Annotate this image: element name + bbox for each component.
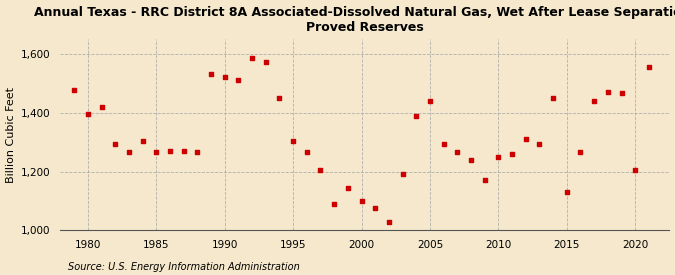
Point	[397, 172, 408, 177]
Text: Source: U.S. Energy Information Administration: Source: U.S. Energy Information Administ…	[68, 262, 299, 272]
Point	[206, 72, 217, 76]
Point	[82, 112, 93, 116]
Point	[643, 65, 654, 69]
Point	[438, 141, 449, 146]
Point	[452, 150, 463, 155]
Point	[315, 168, 326, 172]
Point	[329, 202, 340, 206]
Point	[603, 90, 614, 94]
Point	[466, 158, 477, 162]
Point	[96, 104, 107, 109]
Point	[110, 141, 121, 146]
Point	[137, 138, 148, 143]
Point	[261, 60, 271, 65]
Point	[589, 98, 599, 103]
Point	[616, 91, 627, 96]
Point	[630, 168, 641, 172]
Point	[562, 190, 572, 194]
Point	[411, 113, 422, 118]
Point	[534, 141, 545, 146]
Point	[425, 98, 435, 103]
Point	[219, 75, 230, 79]
Point	[151, 150, 161, 155]
Point	[370, 206, 381, 211]
Y-axis label: Billion Cubic Feet: Billion Cubic Feet	[5, 87, 16, 183]
Point	[493, 155, 504, 159]
Point	[547, 96, 558, 100]
Point	[288, 138, 298, 143]
Point	[507, 152, 518, 156]
Point	[575, 150, 586, 155]
Point	[246, 56, 257, 60]
Point	[356, 199, 367, 203]
Point	[124, 150, 134, 155]
Point	[165, 149, 176, 153]
Point	[520, 137, 531, 141]
Point	[192, 150, 202, 155]
Point	[342, 186, 353, 190]
Title: Annual Texas - RRC District 8A Associated-Dissolved Natural Gas, Wet After Lease: Annual Texas - RRC District 8A Associate…	[34, 6, 675, 34]
Point	[274, 96, 285, 100]
Point	[69, 88, 80, 93]
Point	[178, 149, 189, 153]
Point	[233, 78, 244, 82]
Point	[302, 150, 313, 155]
Point	[383, 219, 394, 224]
Point	[479, 178, 490, 183]
